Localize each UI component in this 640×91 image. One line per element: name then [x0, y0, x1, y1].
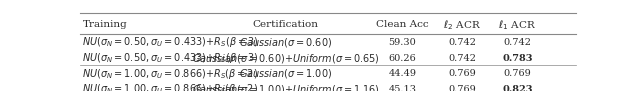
Text: $Gaussian(\sigma{=}1.00)$: $Gaussian(\sigma{=}1.00)$: [239, 67, 333, 80]
Text: $NU(\sigma_N{=}0.50, \sigma_U{=}0.433){+}R_S(\beta{=}3)$: $NU(\sigma_N{=}0.50, \sigma_U{=}0.433){+…: [83, 35, 259, 49]
Text: Clean Acc: Clean Acc: [376, 20, 429, 29]
Text: 0.742: 0.742: [448, 38, 476, 47]
Text: 0.769: 0.769: [448, 85, 476, 91]
Text: Certification: Certification: [253, 20, 319, 29]
Text: 0.742: 0.742: [448, 54, 476, 63]
Text: 0.742: 0.742: [504, 38, 531, 47]
Text: Training: Training: [83, 20, 127, 29]
Text: $NU(\sigma_N{=}0.50, \sigma_U{=}0.433){+}R_S(\beta{=}3)$: $NU(\sigma_N{=}0.50, \sigma_U{=}0.433){+…: [83, 51, 259, 65]
Text: 0.769: 0.769: [448, 69, 476, 78]
Text: 0.769: 0.769: [504, 69, 531, 78]
Text: 59.30: 59.30: [388, 38, 416, 47]
Text: 44.49: 44.49: [388, 69, 417, 78]
Text: $\ell_2$ ACR: $\ell_2$ ACR: [443, 18, 481, 32]
Text: 0.823: 0.823: [502, 85, 532, 91]
Text: $NU(\sigma_N{=}1.00, \sigma_U{=}0.866){+}R_S(\beta{=}2)$: $NU(\sigma_N{=}1.00, \sigma_U{=}0.866){+…: [83, 67, 259, 81]
Text: $Gaussian(\sigma{=}0.60){+}Uniform(\sigma{=}0.65)$: $Gaussian(\sigma{=}0.60){+}Uniform(\sigm…: [192, 52, 380, 65]
Text: 45.13: 45.13: [388, 85, 417, 91]
Text: $Gaussian(\sigma{=}1.00){+}Uniform(\sigma{=}1.16)$: $Gaussian(\sigma{=}1.00){+}Uniform(\sigm…: [192, 83, 380, 91]
Text: $Gaussian(\sigma{=}0.60)$: $Gaussian(\sigma{=}0.60)$: [239, 36, 333, 49]
Text: $\ell_1$ ACR: $\ell_1$ ACR: [499, 18, 536, 32]
Text: 60.26: 60.26: [388, 54, 416, 63]
Text: $NU(\sigma_N{=}1.00, \sigma_U{=}0.866){+}R_S(\beta{=}2)$: $NU(\sigma_N{=}1.00, \sigma_U{=}0.866){+…: [83, 82, 259, 91]
Text: 0.783: 0.783: [502, 54, 532, 63]
